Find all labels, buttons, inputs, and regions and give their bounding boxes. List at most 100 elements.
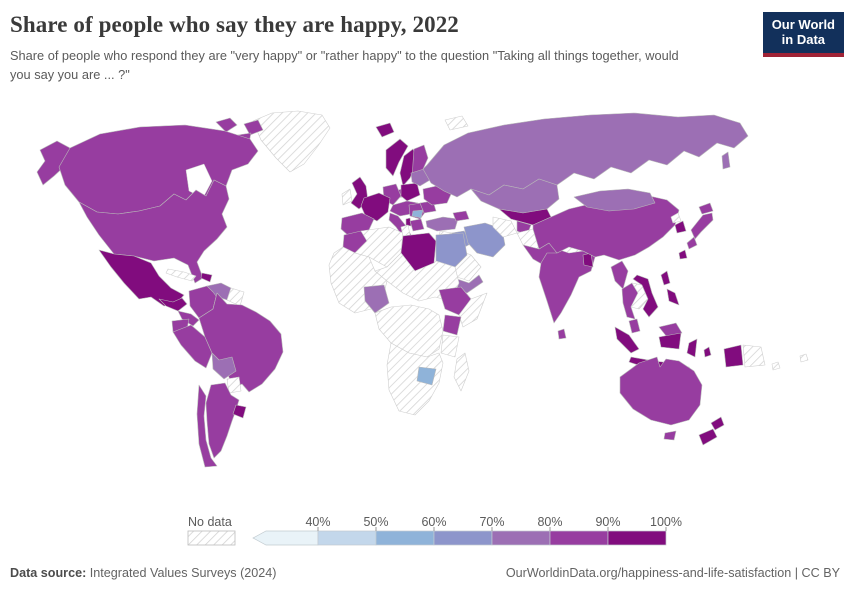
country-egypt[interactable] <box>435 232 468 268</box>
legend-bin-90-100[interactable] <box>607 530 667 546</box>
choropleth-map-svg <box>36 110 809 468</box>
legend-tick-label: 90% <box>595 515 620 529</box>
country-madagascar[interactable] <box>453 352 470 392</box>
country-caucasus[interactable] <box>452 210 470 222</box>
country-iran[interactable] <box>463 222 506 258</box>
legend-bin-50-60[interactable] <box>375 530 435 546</box>
country-panama-costa-rica[interactable] <box>177 310 200 327</box>
country-malaysia[interactable] <box>628 318 641 334</box>
country-peru[interactable] <box>172 324 213 369</box>
country-norway[interactable] <box>385 138 409 177</box>
map-legend: No data 40% 50% 60% 70% 80% 90% 100% <box>0 512 850 556</box>
country-sri-lanka[interactable] <box>557 328 567 340</box>
owid-logo-line2: in Data <box>781 31 826 47</box>
legend-tick-label: 60% <box>421 515 446 529</box>
country-svalbard[interactable] <box>444 115 469 131</box>
country-indonesia[interactable] <box>658 332 682 350</box>
country-japan[interactable] <box>690 212 714 240</box>
data-source-label: Data source: <box>10 566 87 580</box>
country-myanmar[interactable] <box>610 260 629 290</box>
legend-bin-80-90[interactable] <box>549 530 609 546</box>
country-russia[interactable] <box>422 112 749 198</box>
country-papua-new-guinea[interactable] <box>742 344 766 368</box>
country-cuba[interactable] <box>165 268 197 282</box>
country-hispaniola[interactable] <box>200 272 213 283</box>
country-kazakhstan[interactable] <box>470 178 560 214</box>
owid-url[interactable]: OurWorldinData.org/happiness-and-life-sa… <box>505 566 840 580</box>
country-taiwan[interactable] <box>678 249 688 260</box>
country-new-caledonia[interactable] <box>771 361 781 371</box>
country-south-korea[interactable] <box>674 220 687 234</box>
country-united-states[interactable] <box>78 179 230 284</box>
legend-color-scale <box>252 530 667 546</box>
country-canadian-arctic[interactable] <box>243 119 264 136</box>
country-poland[interactable] <box>400 182 421 202</box>
legend-no-data-swatch[interactable] <box>187 530 236 546</box>
country-australia[interactable] <box>619 356 703 426</box>
legend-tick-label: 80% <box>537 515 562 529</box>
country-indonesia-papua[interactable] <box>723 344 744 368</box>
country-greece[interactable] <box>409 218 425 232</box>
country-japan[interactable] <box>698 202 714 215</box>
country-brazil[interactable] <box>198 292 284 393</box>
country-guatemala[interactable] <box>158 297 188 312</box>
data-source: Data source: Integrated Values Surveys (… <box>10 566 276 580</box>
country-vietnam[interactable] <box>632 274 659 318</box>
legend-ticks <box>317 527 667 531</box>
country-canadian-arctic[interactable] <box>215 117 238 133</box>
legend-bin-<40[interactable] <box>252 530 319 546</box>
chart-footer: Data source: Integrated Values Surveys (… <box>10 566 840 580</box>
country-tanzania[interactable] <box>440 334 460 358</box>
country-turkey[interactable] <box>425 216 459 232</box>
world-map <box>0 106 850 508</box>
legend-bin-70-80[interactable] <box>491 530 551 546</box>
country-tasmania[interactable] <box>663 430 677 441</box>
country-fiji[interactable] <box>799 353 809 363</box>
country-uruguay[interactable] <box>232 404 247 419</box>
country-indonesia[interactable] <box>614 326 640 354</box>
country-central-africa[interactable] <box>374 304 444 358</box>
legend-bin-60-70[interactable] <box>433 530 493 546</box>
legend-tick-label: 50% <box>363 515 388 529</box>
legend-tick-label: 40% <box>305 515 330 529</box>
country-argentina[interactable] <box>205 382 240 459</box>
country-philippines[interactable] <box>660 270 671 286</box>
chart-header: Share of people who say they are happy, … <box>10 12 760 84</box>
hudson-bay <box>185 163 213 199</box>
country-mongolia[interactable] <box>573 188 656 212</box>
country-alaska[interactable] <box>36 140 71 186</box>
country-tunisia[interactable] <box>400 224 411 237</box>
country-sakhalin[interactable] <box>721 151 731 170</box>
country-new-zealand[interactable] <box>698 428 718 446</box>
country-malaysia[interactable] <box>658 322 683 338</box>
country-indonesia[interactable] <box>703 346 712 358</box>
country-turkmenistan[interactable] <box>492 216 518 238</box>
country-paraguay[interactable] <box>226 376 242 394</box>
country-greenland[interactable] <box>252 110 331 173</box>
owid-logo-line1: Our World <box>771 17 835 32</box>
country-north-korea[interactable] <box>670 212 682 224</box>
country-philippines[interactable] <box>666 288 680 306</box>
country-ireland[interactable] <box>341 188 353 206</box>
country-chile[interactable] <box>196 384 218 468</box>
owid-logo[interactable]: Our World in Data <box>762 12 844 57</box>
country-southern-africa[interactable] <box>386 342 444 416</box>
country-bolivia[interactable] <box>211 352 237 380</box>
country-kenya[interactable] <box>442 314 462 336</box>
country-iceland[interactable] <box>375 122 395 138</box>
legend-bin-40-50[interactable] <box>317 530 377 546</box>
country-france[interactable] <box>360 192 391 222</box>
country-new-zealand[interactable] <box>710 416 725 431</box>
country-zimbabwe[interactable] <box>416 366 437 386</box>
legend-tick-labels: 40% 50% 60% 70% 80% 90% 100% <box>305 515 682 529</box>
country-somalia[interactable] <box>458 292 488 328</box>
country-nigeria[interactable] <box>363 284 390 314</box>
legend-tick-label: 70% <box>479 515 504 529</box>
legend-tick-label: 100% <box>650 515 682 529</box>
country-bulgaria[interactable] <box>411 209 424 219</box>
country-indonesia[interactable] <box>686 338 698 358</box>
country-albania[interactable] <box>405 217 412 227</box>
chart-subtitle: Share of people who respond they are "ve… <box>10 48 679 83</box>
country-japan[interactable] <box>686 236 698 250</box>
